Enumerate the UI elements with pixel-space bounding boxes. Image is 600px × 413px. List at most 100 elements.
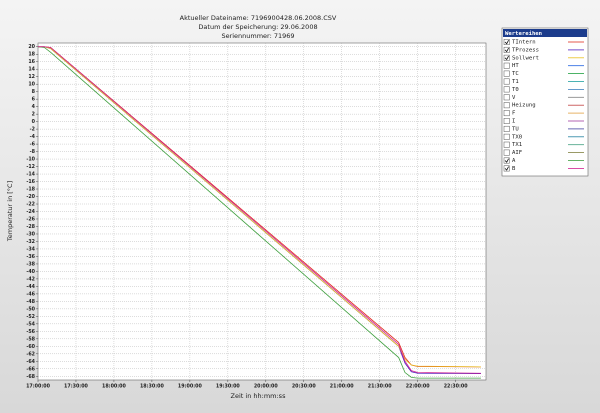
- y-tick-label: -62: [26, 351, 35, 357]
- y-tick-label: 20: [28, 44, 35, 50]
- legend-checkbox[interactable]: [503, 110, 510, 117]
- legend-label: T1: [512, 79, 519, 85]
- legend-checkmark: [504, 158, 509, 163]
- legend-label: Heizung: [512, 103, 536, 109]
- y-tick-label: -50: [26, 306, 35, 312]
- y-tick-label: 10: [28, 82, 35, 88]
- y-tick-label: -64: [26, 359, 35, 365]
- y-tick-label: -42: [26, 276, 35, 282]
- y-tick-label: -34: [26, 246, 35, 252]
- y-tick-label: -6: [30, 142, 36, 148]
- x-tick-label: 22:00:00: [406, 384, 431, 390]
- y-tick-label: 4: [32, 104, 36, 110]
- legend-label: TU: [512, 126, 519, 132]
- y-tick-label: -22: [26, 202, 35, 208]
- y-tick-label: -54: [26, 321, 35, 327]
- y-tick-label: -40: [26, 269, 35, 275]
- y-tick-label: -32: [26, 239, 35, 245]
- x-tick-label: 17:00:00: [26, 384, 51, 390]
- legend-checkbox[interactable]: [503, 70, 510, 77]
- y-tick-label: 2: [32, 112, 35, 118]
- y-tick-label: 8: [32, 89, 36, 95]
- legend-label: I: [512, 119, 515, 125]
- legend-label: HT: [512, 63, 519, 69]
- y-tick-label: -60: [26, 344, 35, 350]
- legend-label: V: [512, 95, 516, 101]
- y-tick-label: -52: [26, 314, 35, 320]
- legend-label: T0: [512, 87, 519, 93]
- x-tick-label: 19:30:00: [216, 384, 241, 390]
- chart-subtitle: Datum der Speicherung: 29.06.2008: [198, 23, 317, 31]
- legend-checkbox[interactable]: [503, 149, 510, 156]
- x-tick-label: 19:00:00: [178, 384, 203, 390]
- legend-checkbox[interactable]: [503, 39, 510, 45]
- x-tick-label: 20:30:00: [292, 384, 317, 390]
- chart-title: Aktueller Dateiname: 7196900428.06.2008.…: [180, 14, 337, 22]
- legend-checkbox[interactable]: [503, 78, 510, 85]
- y-tick-label: -14: [26, 172, 35, 178]
- x-tick-label: 17:30:00: [64, 384, 89, 390]
- series-line: [38, 46, 481, 374]
- legend-checkbox[interactable]: [503, 118, 510, 124]
- y-tick-label: -56: [26, 329, 35, 335]
- y-tick-label: -16: [26, 179, 35, 185]
- x-tick-label: 22:30:00: [444, 384, 469, 390]
- y-tick-label: -44: [26, 284, 35, 290]
- legend-checkbox[interactable]: [503, 62, 510, 69]
- legend-checkbox[interactable]: [503, 46, 510, 53]
- legend: [501, 27, 589, 177]
- y-tick-label: -30: [26, 231, 35, 237]
- legend-checkbox[interactable]: [503, 165, 510, 172]
- y-tick-label: -38: [26, 261, 35, 267]
- y-tick-label: -66: [26, 366, 35, 372]
- y-tick-label: -28: [26, 224, 35, 230]
- x-tick-label: 20:00:00: [254, 384, 279, 390]
- legend-label: TIntern: [512, 40, 536, 46]
- legend-label: F: [512, 111, 516, 117]
- y-tick-label: -12: [26, 164, 35, 170]
- x-tick-label: 21:00:00: [330, 384, 355, 390]
- y-tick-label: -24: [26, 209, 35, 215]
- y-tick-label: -20: [26, 194, 35, 200]
- legend-checkbox[interactable]: [503, 54, 510, 61]
- y-tick-label: -18: [26, 187, 35, 193]
- legend-label: TProzess: [512, 47, 539, 53]
- legend-checkbox[interactable]: [503, 157, 510, 164]
- legend-checkmark: [504, 47, 509, 53]
- legend-header: [503, 29, 587, 37]
- y-tick-label: -68: [26, 374, 35, 380]
- legend-checkmark: [504, 55, 509, 61]
- legend-checkbox[interactable]: [503, 133, 510, 140]
- legend-title: Wertereihen: [505, 31, 542, 37]
- y-tick-label: -4: [30, 134, 36, 140]
- legend-checkbox[interactable]: [503, 102, 510, 109]
- x-tick-label: 18:00:00: [102, 384, 127, 390]
- y-tick-label: 18: [28, 52, 35, 58]
- y-axis-label: Temperatur in [°C]: [6, 181, 14, 242]
- legend-checkbox[interactable]: [503, 94, 510, 101]
- legend-label: A: [512, 158, 516, 164]
- legend-label: TX1: [512, 142, 522, 148]
- chart-subtitle: Seriennummer: 71969: [221, 32, 294, 40]
- y-tick-label: -26: [26, 216, 35, 222]
- y-tick-label: 14: [28, 67, 35, 73]
- y-tick-label: 6: [32, 97, 36, 103]
- y-tick-label: 16: [28, 59, 35, 65]
- y-tick-label: 0: [32, 119, 36, 125]
- legend-label: TX0: [512, 134, 522, 140]
- y-tick-label: -2: [30, 127, 35, 133]
- y-tick-label: -36: [26, 254, 35, 260]
- y-tick-label: -58: [26, 336, 35, 342]
- x-tick-label: 21:30:00: [368, 384, 393, 390]
- legend-checkbox[interactable]: [503, 141, 510, 148]
- y-tick-label: 12: [28, 74, 35, 80]
- legend-checkbox[interactable]: [503, 86, 510, 93]
- legend-label: TC: [512, 71, 519, 77]
- series-line: [37, 46, 481, 379]
- x-axis-label: Zeit in hh:mm:ss: [231, 392, 287, 400]
- legend-checkmark: [504, 166, 509, 171]
- legend-label: Sollwert: [512, 55, 539, 61]
- y-tick-label: -48: [26, 299, 35, 305]
- legend-checkbox[interactable]: [503, 125, 510, 132]
